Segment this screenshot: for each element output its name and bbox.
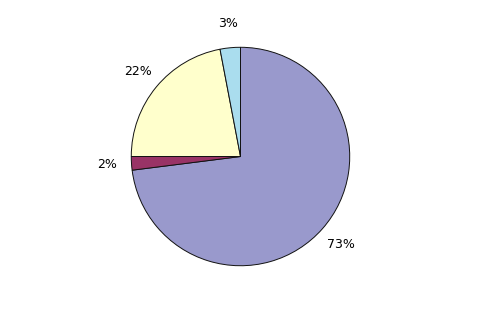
Wedge shape <box>131 157 240 170</box>
Wedge shape <box>219 47 240 157</box>
Text: 3%: 3% <box>217 17 238 30</box>
Text: 2%: 2% <box>97 159 117 171</box>
Text: 22%: 22% <box>124 65 151 78</box>
Text: 73%: 73% <box>326 238 354 251</box>
Wedge shape <box>132 47 349 266</box>
Wedge shape <box>131 49 240 157</box>
